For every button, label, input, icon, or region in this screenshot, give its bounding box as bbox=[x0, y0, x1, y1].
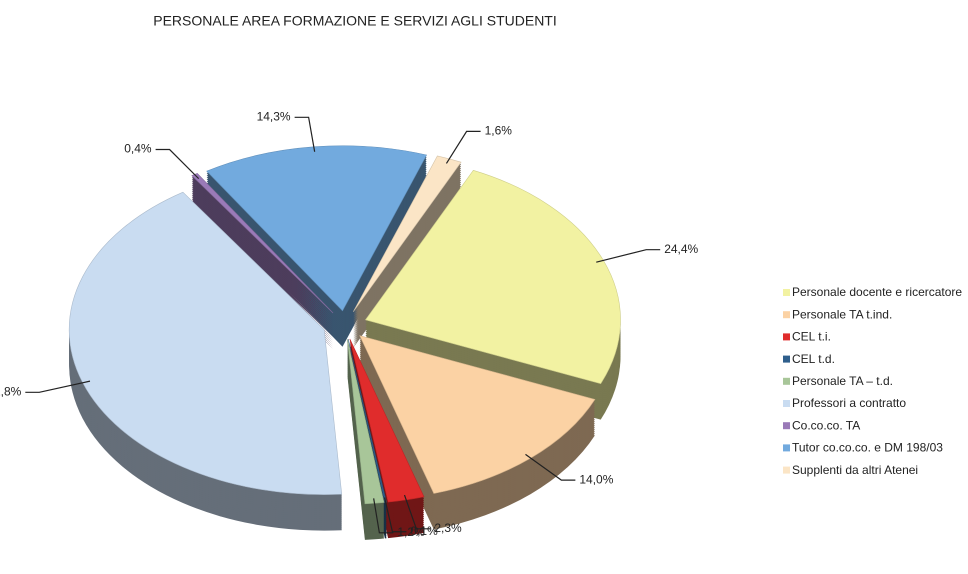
leader-line bbox=[445, 130, 481, 164]
leader-line bbox=[383, 497, 407, 533]
legend-swatch bbox=[783, 466, 790, 474]
legend-swatch bbox=[783, 400, 790, 407]
data-label: 1,2% bbox=[397, 525, 425, 539]
slice-side bbox=[191, 195, 334, 335]
slice-side bbox=[191, 187, 334, 327]
slice-side bbox=[191, 185, 334, 325]
leader-line bbox=[155, 148, 200, 180]
legend-swatch bbox=[783, 311, 790, 319]
data-label: 0,4% bbox=[124, 142, 152, 156]
chart-title: PERSONALE AREA FORMAZIONE E SERVIZI AGLI… bbox=[153, 13, 557, 29]
slice-side bbox=[191, 189, 334, 329]
legend: Personale docente e ricercatore Personale… bbox=[783, 285, 962, 477]
legend-swatch bbox=[783, 289, 790, 296]
legend-label: Supplenti da altri Atenei bbox=[792, 463, 918, 477]
data-label: 14,3% bbox=[257, 110, 291, 124]
legend-swatch bbox=[783, 422, 790, 430]
legend-label: CEL t.d. bbox=[792, 352, 835, 366]
leader-line bbox=[403, 494, 431, 530]
slice-side bbox=[191, 191, 334, 331]
data-label: 41,8% bbox=[0, 384, 22, 398]
legend-label: CEL t.i. bbox=[792, 330, 831, 344]
legend-swatch bbox=[783, 355, 790, 363]
pie: 14,3% 1,6% 0,4% 24,4% 41,8% 14,0% 2,3%0,1%1,2% bbox=[0, 110, 699, 540]
slice-side bbox=[191, 193, 334, 333]
legend-swatch bbox=[783, 333, 790, 341]
data-label: 14,0% bbox=[579, 472, 613, 486]
legend-label: Personale docente e ricercatore bbox=[792, 285, 962, 299]
slice-side bbox=[191, 183, 334, 323]
leader-line bbox=[596, 249, 661, 263]
leader-line bbox=[294, 116, 316, 152]
data-label: 2,3% bbox=[434, 521, 462, 535]
slice-side bbox=[191, 179, 334, 319]
legend-label: Personale TA t.ind. bbox=[792, 307, 892, 321]
leader-line bbox=[25, 380, 91, 393]
legend-swatch bbox=[783, 377, 790, 385]
leader-line bbox=[373, 498, 394, 534]
slice-side bbox=[191, 181, 334, 321]
slice-side bbox=[191, 197, 334, 337]
data-label: 24,4% bbox=[664, 242, 698, 256]
legend-swatch bbox=[783, 444, 790, 452]
data-label: 1,6% bbox=[485, 124, 513, 138]
data-label: 0,1% bbox=[410, 524, 438, 538]
legend-label: Personale TA – t.d. bbox=[792, 374, 893, 388]
legend-label: Professori a contratto bbox=[792, 396, 906, 410]
legend-label: Tutor co.co.co. e DM 198/03 bbox=[792, 441, 943, 455]
legend-label: Co.co.co. TA bbox=[792, 418, 860, 432]
leader-line bbox=[525, 453, 576, 481]
slice-side bbox=[191, 177, 334, 317]
